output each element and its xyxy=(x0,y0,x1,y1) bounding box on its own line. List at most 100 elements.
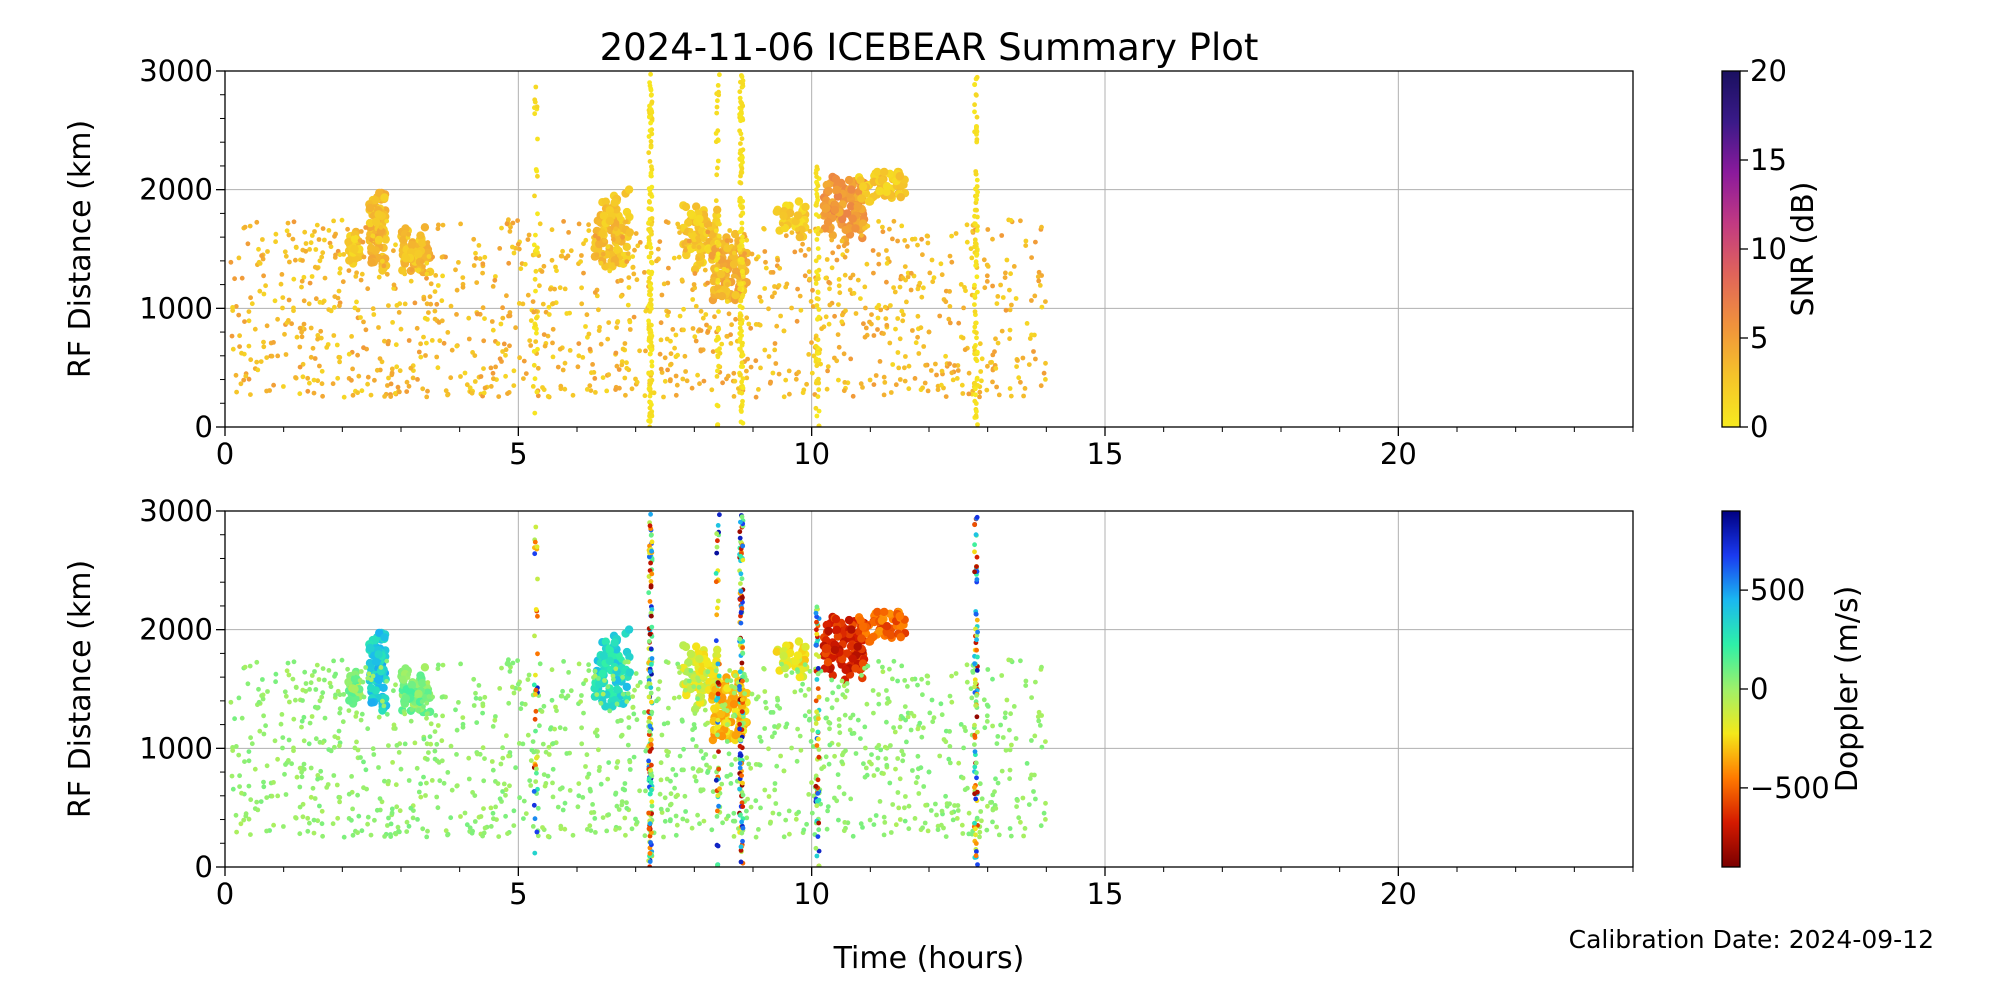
data-point xyxy=(715,292,720,298)
data-point xyxy=(921,344,927,349)
data-point xyxy=(753,762,759,767)
data-point xyxy=(527,338,533,343)
data-point xyxy=(283,253,289,259)
data-point xyxy=(686,209,696,219)
data-point xyxy=(841,388,847,394)
data-point xyxy=(441,340,447,346)
data-point xyxy=(504,221,510,227)
data-point xyxy=(666,265,671,271)
data-point xyxy=(570,392,576,398)
data-point xyxy=(649,222,654,227)
data-point xyxy=(239,350,244,356)
data-point xyxy=(541,772,547,777)
data-point xyxy=(620,674,625,680)
data-point xyxy=(662,378,668,384)
data-point xyxy=(814,179,819,185)
data-point xyxy=(933,801,938,807)
data-point xyxy=(949,673,954,679)
data-point xyxy=(715,793,721,798)
data-point xyxy=(482,385,488,391)
data-point xyxy=(234,829,240,835)
data-point xyxy=(822,203,831,213)
data-point xyxy=(846,202,856,211)
data-point xyxy=(731,291,740,300)
data-point xyxy=(772,284,777,289)
data-point xyxy=(553,264,558,270)
data-point xyxy=(548,726,553,732)
data-point xyxy=(882,820,888,825)
data-point xyxy=(264,323,270,329)
data-point xyxy=(695,654,704,664)
data-point xyxy=(537,723,542,729)
data-point xyxy=(880,167,889,177)
data-point xyxy=(533,268,539,274)
data-point xyxy=(981,257,987,263)
data-point xyxy=(798,747,804,753)
data-point xyxy=(841,225,850,235)
data-point xyxy=(532,633,537,639)
data-point xyxy=(715,538,720,544)
data-point xyxy=(836,377,841,383)
data-point xyxy=(920,825,925,831)
data-point xyxy=(646,279,652,285)
x-tick-label: 20 xyxy=(1380,437,1417,471)
data-point xyxy=(984,719,990,724)
data-point xyxy=(428,281,434,287)
data-point xyxy=(646,370,652,376)
data-point xyxy=(961,305,966,311)
data-point xyxy=(355,390,360,396)
data-point xyxy=(261,779,266,785)
data-point xyxy=(739,800,745,806)
data-point xyxy=(370,233,376,239)
data-point xyxy=(626,285,632,290)
data-point xyxy=(358,277,364,283)
data-point xyxy=(834,358,840,364)
data-point xyxy=(838,214,847,224)
data-point xyxy=(426,750,431,755)
data-point xyxy=(737,743,743,749)
data-point xyxy=(1007,336,1012,342)
data-point xyxy=(688,668,694,673)
data-point xyxy=(386,815,391,821)
data-point xyxy=(395,384,401,390)
data-point xyxy=(448,815,454,821)
data-point xyxy=(1018,658,1023,664)
data-point xyxy=(647,351,653,357)
data-point xyxy=(629,826,635,832)
data-point xyxy=(697,821,702,827)
data-point xyxy=(289,761,294,767)
data-point xyxy=(1009,302,1014,308)
data-point xyxy=(501,341,507,347)
data-point xyxy=(671,255,677,261)
data-point xyxy=(841,683,847,689)
data-point xyxy=(776,723,782,728)
data-point xyxy=(511,690,517,696)
data-point xyxy=(814,677,820,682)
data-point xyxy=(972,684,977,690)
data-point xyxy=(690,737,696,742)
data-point xyxy=(848,654,857,663)
data-point xyxy=(995,780,1001,786)
data-point xyxy=(493,714,498,719)
data-point xyxy=(619,362,625,368)
data-point xyxy=(1037,283,1043,288)
data-point xyxy=(753,834,759,840)
data-point xyxy=(435,666,441,672)
data-point xyxy=(684,378,690,384)
data-point xyxy=(972,129,977,135)
data-point xyxy=(626,275,632,280)
data-point xyxy=(471,676,477,682)
data-point xyxy=(814,413,820,419)
data-point xyxy=(237,773,243,779)
data-point xyxy=(647,288,652,294)
data-point xyxy=(813,405,819,411)
data-point xyxy=(297,325,303,331)
data-point xyxy=(714,814,720,819)
data-point xyxy=(271,382,276,388)
data-point xyxy=(482,254,488,260)
data-point xyxy=(642,710,647,715)
data-point xyxy=(801,202,810,212)
data-point xyxy=(456,700,461,705)
data-point xyxy=(425,828,430,834)
data-point xyxy=(897,776,903,782)
